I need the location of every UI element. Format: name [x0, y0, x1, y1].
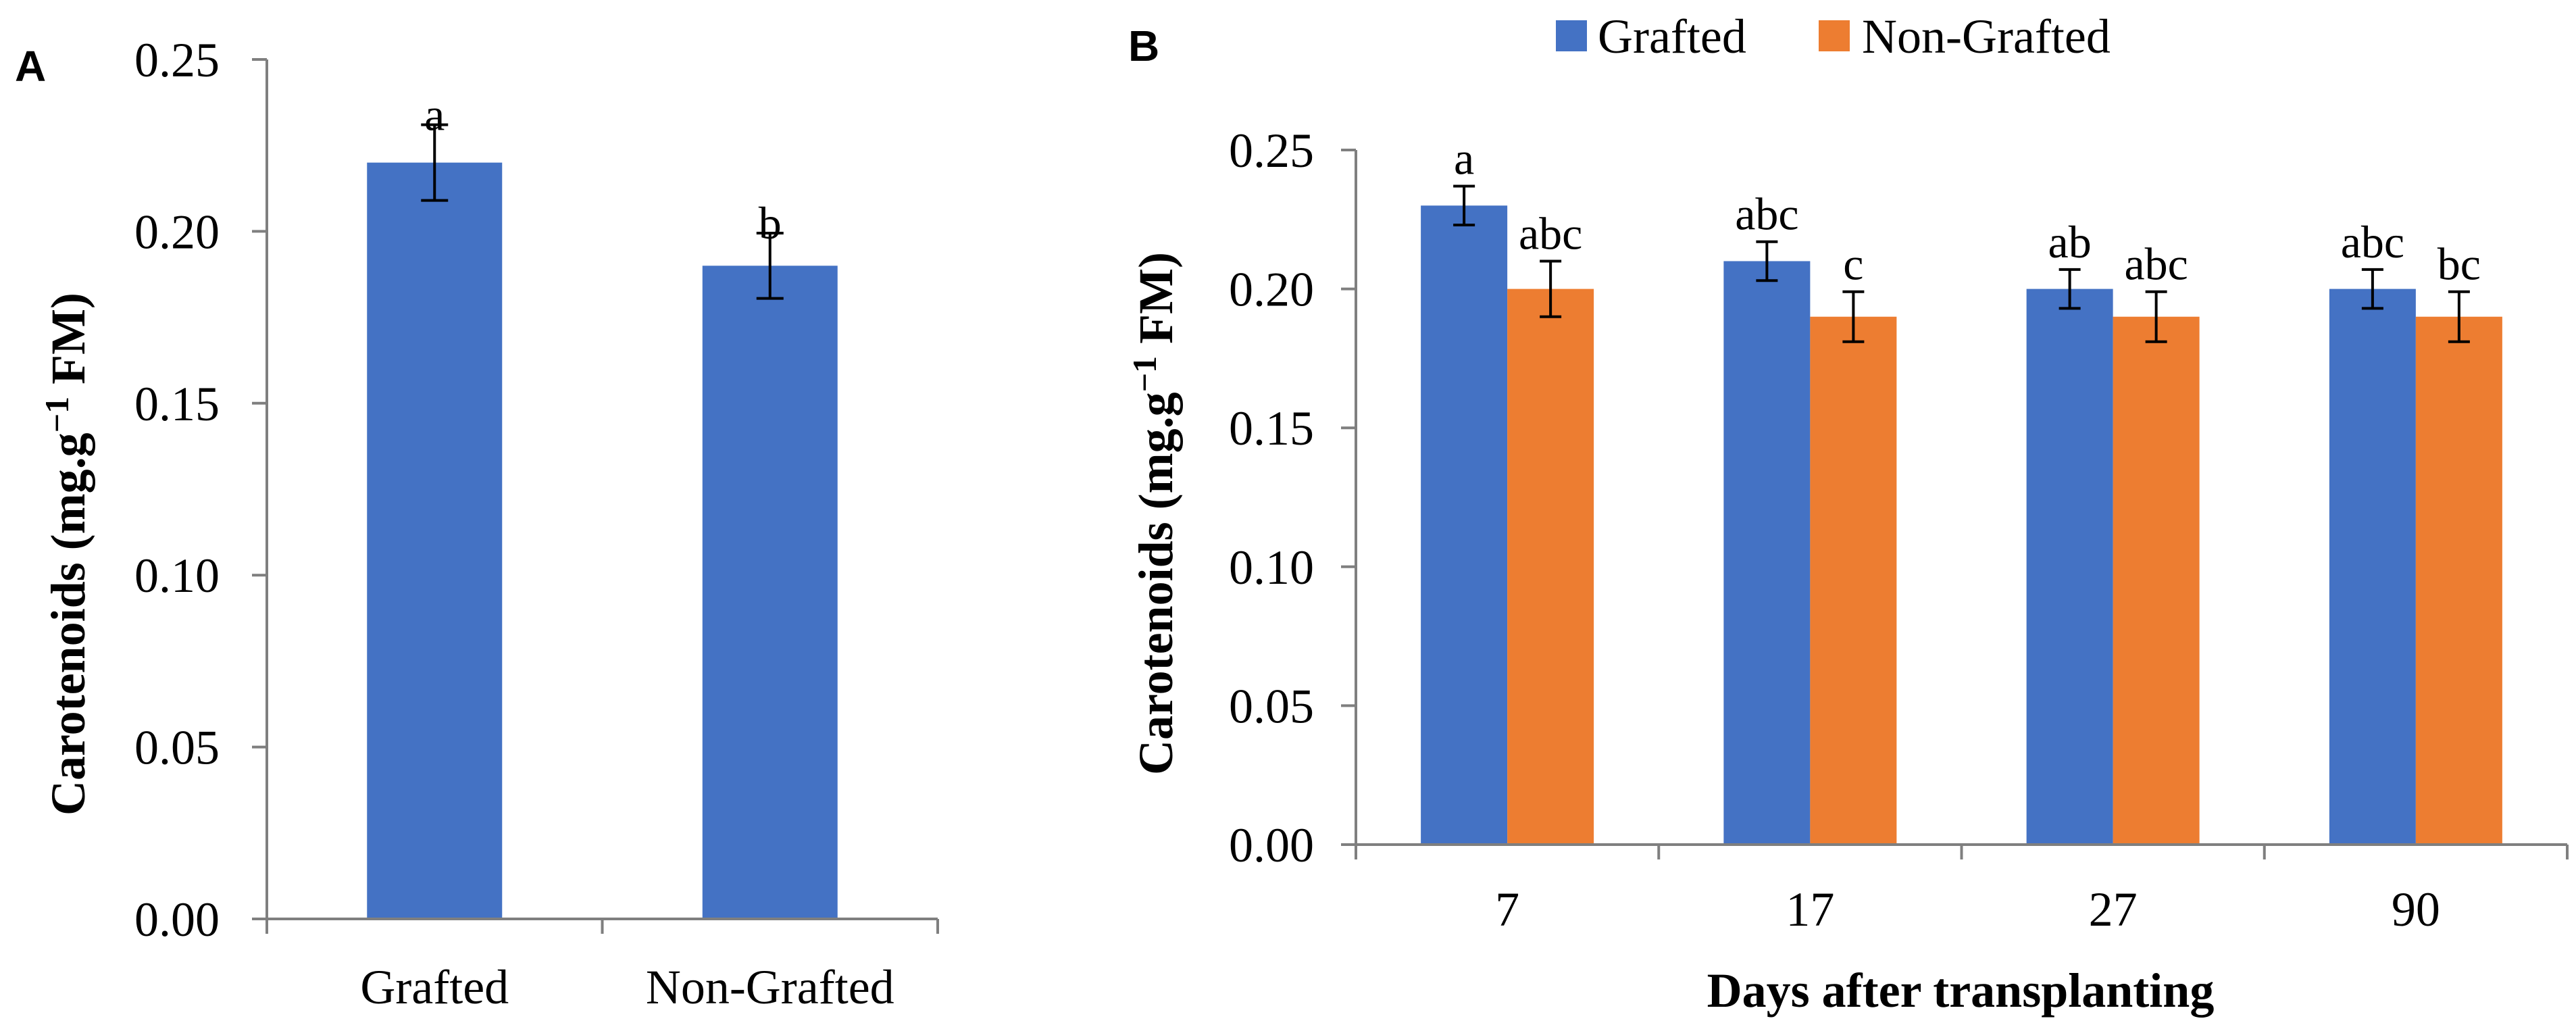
legend-swatch-non-grafted [1819, 20, 1850, 51]
panel-b-y-tick-label: 0.10 [1229, 541, 1314, 595]
panel-b-x-tick-label: 7 [1495, 882, 1519, 936]
panel-a-y-axis-title: Carotenoids (mg.g−1 FM) [38, 293, 95, 816]
panel-b-significance-label: a [1454, 132, 1474, 184]
panel-b-x-axis-title: Days after transplanting [1707, 964, 2215, 1018]
panel-b-significance-label: abc [2341, 216, 2404, 268]
panel-b-y-tick-label: 0.00 [1229, 818, 1314, 872]
panel-a-x-tick-label: Grafted [360, 960, 509, 1014]
panel-a-x-tick-label: Non-Grafted [646, 960, 894, 1014]
panel-b-significance-label: bc [2438, 239, 2481, 290]
panel-b-bar [1507, 289, 1594, 845]
panel-b-y-axis-title: Carotenoids (mg.g−1 FM) [1126, 252, 1183, 775]
panel-a-y-tick-label: 0.20 [134, 205, 220, 259]
legend-label-grafted: Grafted [1598, 9, 1746, 64]
panel-b-significance-label: ab [2048, 216, 2092, 268]
panel-a-bar [367, 162, 503, 919]
panel-a-y-tick-label: 0.10 [134, 549, 220, 603]
panel-b-bar [2415, 316, 2502, 845]
panel-a-y-axis-title-sup: −1 [38, 397, 76, 433]
panel-b-y-tick-label: 0.20 [1229, 263, 1314, 317]
panel-b-significance-label: abc [2124, 239, 2188, 290]
panel-a-y-axis-title-end: FM) [41, 293, 95, 397]
panel-a-y-tick-label: 0.05 [134, 721, 220, 775]
panel-b-bar [2329, 289, 2416, 845]
panel-b-label: B [1128, 22, 1159, 70]
panel-b-y-tick-label: 0.15 [1229, 401, 1314, 455]
panel-b-bar [1810, 316, 1897, 845]
legend-label-non-grafted: Non-Grafted [1862, 9, 2111, 64]
panel-b-x-tick-label: 17 [1786, 882, 1834, 936]
panel-b-bar [1421, 205, 1508, 845]
panel-a-y-tick-label: 0.00 [134, 893, 220, 947]
panel-a-y-tick-label: 0.25 [134, 33, 220, 87]
panel-b-bar [1723, 261, 1811, 845]
panel-a-y-tick-label: 0.15 [134, 377, 220, 431]
panel-b-chart: B Grafted Non-Grafted Carotenoids (mg.g−… [1126, 9, 2569, 1018]
panel-b-bar [2026, 289, 2113, 845]
panel-b-y-axis-title-sup: −1 [1126, 356, 1163, 393]
panel-b-y-axis-title-main: Carotenoids (mg.g [1129, 392, 1183, 775]
panel-b-y-axis-title-end: FM) [1129, 252, 1183, 356]
panel-b-x-tick-label: 27 [2089, 882, 2138, 936]
panel-a-bar [702, 266, 838, 919]
panel-b-legend: Grafted Non-Grafted [1556, 9, 2111, 64]
panel-a-significance-label: a [424, 89, 445, 141]
panel-a-significance-label: b [759, 197, 782, 249]
panel-a-chart: A Carotenoids (mg.g−1 FM) 0.00 0.05 0.10 0.… [15, 33, 939, 1014]
panel-a-y-axis-title-main: Carotenoids (mg.g [41, 432, 95, 816]
panel-b-x-tick-label: 90 [2392, 882, 2440, 936]
panel-b-significance-label: abc [1735, 189, 1798, 240]
panel-b-y-tick-label: 0.05 [1229, 679, 1314, 733]
panel-b-bar [2113, 316, 2200, 845]
panel-b-y-tick-label: 0.25 [1229, 124, 1314, 178]
legend-swatch-grafted [1556, 20, 1587, 51]
panel-a-label: A [15, 42, 46, 91]
panel-b-significance-label: abc [1519, 207, 1582, 259]
panel-b-significance-label: c [1843, 239, 1863, 290]
